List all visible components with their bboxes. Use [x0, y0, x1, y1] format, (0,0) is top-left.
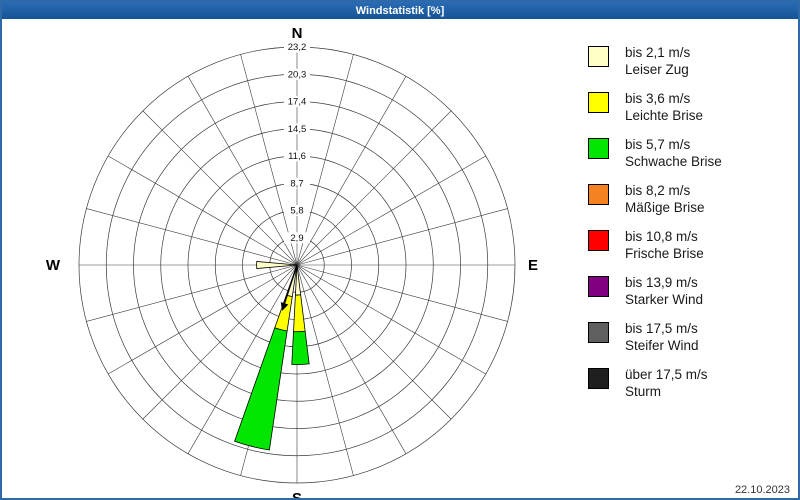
- legend-color-swatch: [588, 184, 609, 205]
- legend-speed-class: bis 13,9 m/s: [625, 275, 698, 290]
- legend-label: bis 8,2 m/s Mäßige Brise: [625, 182, 705, 216]
- legend-speed-class: bis 8,2 m/s: [625, 183, 691, 198]
- legend-color-swatch: [588, 92, 609, 113]
- wind-sector-w-segment: [256, 261, 298, 269]
- ring-label-bg: [284, 123, 310, 135]
- compass-label-west: W: [46, 257, 61, 274]
- legend-label: bis 10,8 m/s Frische Brise: [625, 228, 704, 262]
- ring-label-bg: [284, 177, 310, 189]
- wind-sector-ssw-segment: [274, 294, 293, 332]
- wind-sector-s-segment: [293, 294, 306, 333]
- legend-color-swatch: [588, 230, 609, 251]
- legend-label: bis 2,1 m/s Leiser Zug: [625, 44, 690, 78]
- legend-speed-class: bis 2,1 m/s: [625, 45, 691, 60]
- legend-label: bis 13,9 m/s Starker Wind: [625, 274, 703, 308]
- ring-label-bg: [284, 150, 310, 162]
- ring-value-label: 20,3: [288, 69, 307, 80]
- legend-label: bis 17,5 m/s Steifer Wind: [625, 320, 699, 354]
- legend-label: bis 3,6 m/s Leichte Brise: [625, 90, 703, 124]
- legend-speed-class: bis 10,8 m/s: [625, 229, 698, 244]
- legend-description: Frische Brise: [625, 246, 704, 261]
- legend-description: Starker Wind: [625, 292, 704, 307]
- title-bar: Windstatistik [%]: [2, 2, 798, 19]
- window-title: Windstatistik [%]: [355, 4, 445, 17]
- legend-item-2: bis 3,6 m/s Leichte Brise: [588, 90, 788, 124]
- ring-label-bg: [284, 68, 310, 80]
- legend-label: über 17,5 m/s Sturm: [625, 366, 708, 400]
- ring-value-label: 2,9: [290, 233, 303, 244]
- legend-item-4: bis 8,2 m/s Mäßige Brise: [588, 182, 788, 216]
- ring-label-bg: [284, 232, 310, 244]
- legend-color-swatch: [588, 322, 609, 343]
- legend-description: Leiser Zug: [625, 62, 689, 77]
- legend-description: Leichte Brise: [625, 108, 704, 123]
- wind-sector-s-segment: [291, 330, 310, 365]
- compass-label-south: S: [292, 490, 302, 500]
- date-label: 22.10.2023: [734, 484, 790, 496]
- legend-label: bis 5,7 m/s Schwache Brise: [625, 136, 722, 170]
- legend-item-3: bis 5,7 m/s Schwache Brise: [588, 136, 788, 170]
- legend-description: Steifer Wind: [625, 338, 699, 353]
- ring-label-bg: [284, 96, 310, 107]
- wind-direction-arrowhead: [280, 302, 289, 311]
- legend-description: Schwache Brise: [625, 154, 722, 169]
- legend-color-swatch: [588, 368, 609, 389]
- legend-color-swatch: [588, 138, 609, 159]
- ring-label-bg: [284, 41, 310, 53]
- legend-speed-class: bis 3,6 m/s: [625, 91, 691, 106]
- legend-item-1: bis 2,1 m/s Leiser Zug: [588, 44, 788, 78]
- legend-color-swatch: [588, 46, 609, 67]
- legend: bis 2,1 m/s Leiser Zug bis 3,6 m/s Leichte …: [588, 44, 788, 400]
- ring-value-label: 17,4: [288, 97, 307, 108]
- legend-item-7: bis 17,5 m/s Steifer Wind: [588, 320, 788, 354]
- legend-speed-class: bis 5,7 m/s: [625, 137, 691, 152]
- legend-item-8: über 17,5 m/s Sturm: [588, 366, 788, 400]
- ring-value-label: 11,6: [288, 151, 306, 162]
- ring-value-label: 23,2: [288, 42, 307, 53]
- wind-direction-arrow: [283, 264, 298, 306]
- ring-value-label: 14,5: [288, 124, 307, 135]
- legend-description: Mäßige Brise: [625, 200, 705, 215]
- legend-item-6: bis 13,9 m/s Starker Wind: [588, 274, 788, 308]
- wind-sector-ssw-segment: [234, 327, 288, 451]
- legend-description: Sturm: [625, 384, 662, 399]
- ring-value-label: 5,8: [290, 206, 303, 217]
- legend-color-swatch: [588, 276, 609, 297]
- legend-item-5: bis 10,8 m/s Frische Brise: [588, 228, 788, 262]
- compass-label-east: E: [528, 257, 538, 274]
- compass-label-north: N: [292, 25, 303, 42]
- ring-label-bg: [284, 205, 310, 216]
- legend-speed-class: über 17,5 m/s: [625, 367, 708, 382]
- legend-speed-class: bis 17,5 m/s: [625, 321, 698, 336]
- ring-value-label: 8,7: [290, 178, 303, 189]
